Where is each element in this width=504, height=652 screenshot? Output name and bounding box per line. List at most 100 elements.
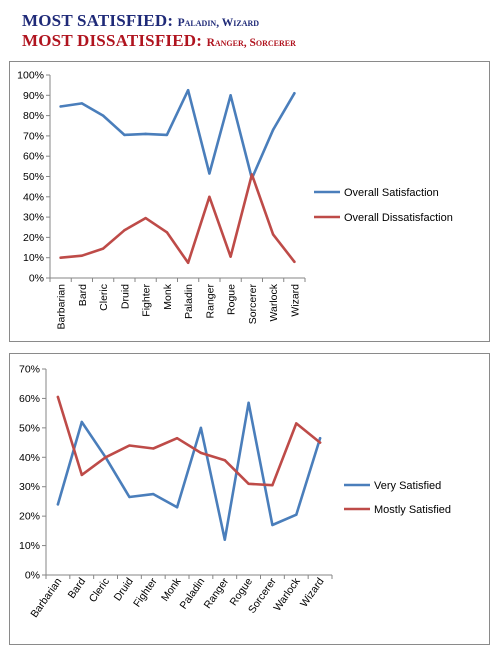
x-tick-label-druid: Druid bbox=[119, 284, 131, 309]
chart-panel-overall: 0% 10% 20% 30% 40% 50% 60% 70% 80% 90% 100% Barbari… bbox=[9, 61, 490, 342]
data-point-mostly-satisfied-paladin bbox=[199, 451, 203, 455]
data-point-very-satisfied-rogue bbox=[247, 401, 250, 405]
most-dissatisfied-label: MOST DISSATISFIED bbox=[22, 31, 197, 50]
data-point-very-satisfied-wizard bbox=[318, 436, 322, 440]
data-point-overall-dissatisfaction-warlock bbox=[271, 233, 275, 236]
x-tick-label-monk: Monk bbox=[162, 283, 174, 309]
overall-satisfaction-chart: 0% 10% 20% 30% 40% 50% 60% 70% 80% 90% 100% Barbari… bbox=[17, 70, 453, 330]
most-satisfied-line: MOST SATISFIED: Paladin, Wizard bbox=[22, 12, 296, 32]
x-tick-label-barbarian: Barbarian bbox=[56, 284, 68, 330]
x-tick-label-rogue: Rogue bbox=[226, 284, 238, 315]
chart-panel-detail: 0% 10% 20% 30% 40% 50% 60% 70% Barbarian Bard Cler… bbox=[9, 353, 490, 645]
legend-label-overall-dissatisfaction: Overall Dissatisfaction bbox=[344, 212, 453, 224]
data-point-overall-dissatisfaction-bard bbox=[80, 254, 84, 257]
data-point-overall-satisfaction-ranger bbox=[208, 172, 211, 175]
data-point-overall-dissatisfaction-cleric bbox=[101, 247, 105, 250]
y-tick-label: 70% bbox=[23, 130, 44, 142]
data-point-overall-dissatisfaction-druid bbox=[123, 229, 126, 232]
y-tick-label: 60% bbox=[23, 151, 44, 163]
x-tick-label-druid: Druid bbox=[112, 576, 136, 604]
x-tick-label-ranger: Ranger bbox=[204, 284, 216, 319]
data-point-overall-dissatisfaction-sorcerer bbox=[250, 173, 254, 176]
series-line-overall-dissatisfaction bbox=[59, 173, 296, 265]
data-point-overall-dissatisfaction-ranger bbox=[208, 195, 211, 198]
data-point-overall-dissatisfaction-rogue bbox=[229, 255, 232, 258]
data-point-overall-satisfaction-paladin bbox=[186, 89, 190, 92]
data-point-overall-dissatisfaction-paladin bbox=[186, 261, 190, 264]
data-point-very-satisfied-bard bbox=[80, 420, 83, 424]
y-tick-label: 40% bbox=[23, 191, 44, 203]
most-satisfied-classes: Paladin, Wizard bbox=[177, 17, 260, 29]
most-dissatisfied-line: MOST DISSATISFIED: Ranger, Sorcerer bbox=[22, 32, 296, 52]
data-point-very-satisfied-paladin bbox=[199, 426, 203, 430]
data-point-overall-dissatisfaction-wizard bbox=[293, 260, 296, 263]
data-point-overall-satisfaction-cleric bbox=[101, 114, 105, 117]
y-tick-label: 20% bbox=[23, 232, 44, 244]
data-point-overall-dissatisfaction-monk bbox=[165, 231, 169, 234]
y-tick-label: 30% bbox=[19, 481, 40, 493]
y-tick-label: 10% bbox=[19, 540, 40, 552]
data-point-very-satisfied-monk bbox=[175, 506, 179, 509]
data-point-mostly-satisfied-bard bbox=[80, 473, 83, 477]
x-tick-label-bard: Bard bbox=[77, 284, 89, 306]
x-tick-label-paladin: Paladin bbox=[183, 284, 195, 319]
data-point-overall-satisfaction-monk bbox=[165, 133, 169, 137]
y-tick-label: 0% bbox=[29, 273, 44, 285]
series-line-very-satisfied bbox=[56, 401, 322, 541]
data-point-mostly-satisfied-sorcerer bbox=[271, 484, 274, 487]
legend-label-overall-satisfaction: Overall Satisfaction bbox=[344, 187, 439, 199]
x-tick-label-wizard: Wizard bbox=[289, 284, 301, 317]
data-point-overall-satisfaction-rogue bbox=[229, 94, 232, 97]
y-tick-label: 20% bbox=[19, 511, 40, 523]
data-point-mostly-satisfied-ranger bbox=[223, 459, 226, 462]
data-point-mostly-satisfied-wizard bbox=[318, 441, 322, 444]
x-tick-label-wizard: Wizard bbox=[298, 576, 327, 610]
data-point-overall-satisfaction-fighter bbox=[144, 132, 147, 136]
data-point-very-satisfied-ranger bbox=[223, 538, 226, 541]
most-dissatisfied-separator: : bbox=[196, 31, 207, 50]
data-point-overall-satisfaction-wizard bbox=[293, 92, 296, 95]
y-tick-label: 10% bbox=[23, 252, 44, 264]
y-tick-label: 50% bbox=[23, 171, 44, 183]
y-tick-label: 30% bbox=[23, 212, 44, 224]
x-tick-label-barbarian: Barbarian bbox=[28, 576, 64, 620]
data-point-mostly-satisfied-druid bbox=[128, 444, 131, 447]
data-point-overall-satisfaction-barbarian bbox=[59, 105, 62, 108]
x-tick-label-ranger: Ranger bbox=[202, 575, 232, 611]
data-point-very-satisfied-sorcerer bbox=[271, 523, 274, 527]
y-tick-label: 40% bbox=[19, 452, 40, 464]
x-tick-label-fighter: Fighter bbox=[141, 284, 153, 317]
legend-label-very-satisfied: Very Satisfied bbox=[374, 480, 441, 492]
y-tick-label: 60% bbox=[19, 393, 40, 405]
x-tick-label-bard: Bard bbox=[66, 576, 89, 601]
most-satisfied-label: MOST SATISFIED bbox=[22, 11, 168, 30]
data-point-mostly-satisfied-rogue bbox=[247, 482, 250, 485]
data-point-very-satisfied-warlock bbox=[295, 513, 298, 516]
data-point-mostly-satisfied-warlock bbox=[295, 422, 298, 425]
data-point-overall-satisfaction-warlock bbox=[271, 128, 275, 132]
data-point-very-satisfied-druid bbox=[128, 495, 131, 499]
data-point-mostly-satisfied-barbarian bbox=[56, 395, 60, 399]
y-tick-label: 100% bbox=[17, 70, 44, 82]
data-point-mostly-satisfied-cleric bbox=[104, 456, 107, 459]
y-tick-label: 70% bbox=[19, 364, 40, 376]
most-dissatisfied-classes: Ranger, Sorcerer bbox=[206, 37, 296, 49]
data-point-overall-dissatisfaction-barbarian bbox=[59, 256, 62, 259]
x-tick-label-warlock: Warlock bbox=[268, 283, 280, 321]
data-point-overall-dissatisfaction-fighter bbox=[144, 216, 147, 220]
data-point-overall-satisfaction-druid bbox=[123, 133, 126, 137]
satisfaction-detail-chart: 0% 10% 20% 30% 40% 50% 60% 70% Barbarian BardCler… bbox=[19, 364, 451, 621]
y-tick-label: 90% bbox=[23, 90, 44, 102]
x-tick-label-cleric: Cleric bbox=[98, 284, 110, 311]
y-tick-label: 0% bbox=[25, 570, 40, 582]
x-tick-label-sorcerer: Sorcerer bbox=[247, 284, 259, 325]
data-point-very-satisfied-fighter bbox=[152, 492, 155, 496]
data-point-very-satisfied-barbarian bbox=[56, 503, 60, 506]
data-point-mostly-satisfied-fighter bbox=[152, 447, 155, 450]
header: MOST SATISFIED: Paladin, Wizard MOST DIS… bbox=[22, 12, 296, 52]
data-point-overall-satisfaction-bard bbox=[80, 102, 84, 105]
most-satisfied-separator: : bbox=[167, 11, 178, 30]
series-line-mostly-satisfied bbox=[56, 395, 322, 487]
y-tick-label: 50% bbox=[19, 422, 40, 434]
legend-label-mostly-satisfied: Mostly Satisfied bbox=[374, 504, 451, 516]
